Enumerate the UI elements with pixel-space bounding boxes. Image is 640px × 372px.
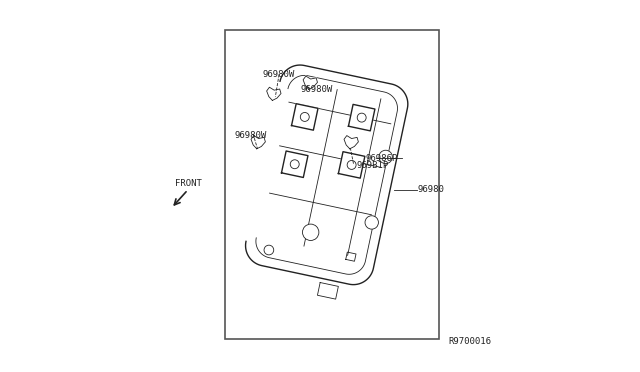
- Text: 96986P: 96986P: [365, 154, 397, 163]
- Text: FRONT: FRONT: [175, 179, 202, 187]
- Circle shape: [264, 245, 274, 255]
- Text: 96980W: 96980W: [301, 85, 333, 94]
- Polygon shape: [303, 76, 317, 89]
- Circle shape: [365, 216, 378, 229]
- Polygon shape: [251, 135, 266, 149]
- Circle shape: [347, 160, 356, 169]
- Polygon shape: [246, 65, 408, 285]
- Text: 96980W: 96980W: [262, 70, 294, 79]
- Circle shape: [291, 160, 299, 169]
- Circle shape: [379, 150, 392, 164]
- Polygon shape: [344, 135, 358, 149]
- Text: R9700016: R9700016: [448, 337, 491, 346]
- Text: 96980W: 96980W: [234, 131, 267, 140]
- Polygon shape: [348, 105, 375, 131]
- Polygon shape: [267, 87, 281, 100]
- Circle shape: [357, 113, 366, 122]
- Polygon shape: [339, 152, 365, 178]
- Circle shape: [303, 224, 319, 240]
- Circle shape: [300, 112, 309, 121]
- Text: 969B1P: 969B1P: [356, 161, 388, 170]
- Text: 96980: 96980: [417, 185, 444, 194]
- Polygon shape: [292, 104, 318, 130]
- Polygon shape: [282, 151, 308, 177]
- Bar: [225, 30, 439, 339]
